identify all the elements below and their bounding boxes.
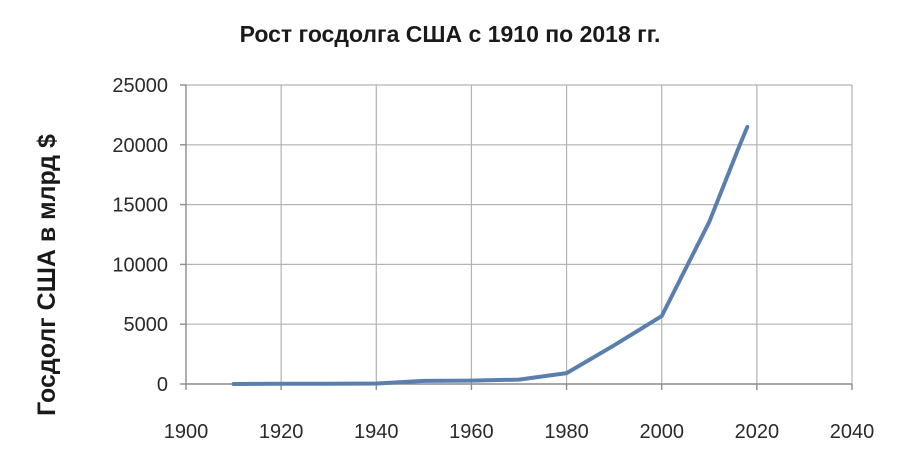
chart-title: Рост госдолга США с 1910 по 2018 гг. <box>240 21 661 47</box>
x-tick-label: 2020 <box>735 421 780 443</box>
x-tick-label: 1920 <box>259 421 304 443</box>
y-axis-label: Госдолг США в млрд $ <box>33 134 61 416</box>
x-tick-label: 1900 <box>164 421 209 443</box>
y-tick-label: 10000 <box>112 254 168 276</box>
y-tick-label: 0 <box>157 374 168 396</box>
y-tick-label: 25000 <box>112 75 168 97</box>
x-tick-label: 2040 <box>830 421 875 443</box>
x-tick-label: 2000 <box>639 421 684 443</box>
x-tick-label: 1960 <box>449 421 494 443</box>
y-tick-label: 15000 <box>112 195 168 217</box>
series-line-debt <box>231 124 750 386</box>
grid <box>186 84 853 384</box>
x-tick-label: 1980 <box>544 421 589 443</box>
y-tick-label: 20000 <box>112 135 168 157</box>
x-tick-label: 1940 <box>354 421 399 443</box>
y-tick-label: 5000 <box>124 314 169 336</box>
series-layer <box>231 124 750 386</box>
tick-labels: 0 5000 10000 15000 20000 25000 1900 1920 1940 196… <box>112 75 874 443</box>
